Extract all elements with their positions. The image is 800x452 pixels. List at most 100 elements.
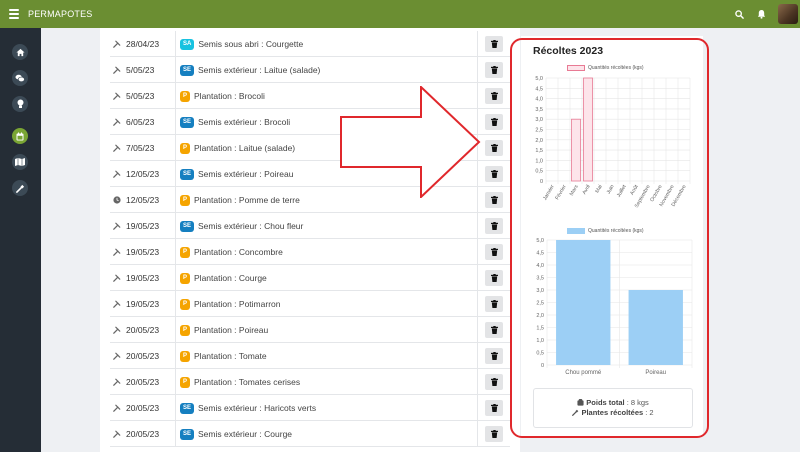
activity-date-cell: 20/05/23: [110, 395, 176, 421]
activity-date-cell: 20/05/23: [110, 317, 176, 343]
delete-button[interactable]: [485, 166, 503, 182]
activity-description-cell: SE Semis extérieur : Brocoli: [176, 109, 478, 135]
activity-type-badge: SE: [180, 116, 195, 128]
trash-icon: [490, 222, 498, 230]
activity-row[interactable]: 19/05/23 SE Semis extérieur : Chou fleur: [110, 213, 510, 239]
lightbulb-icon: [17, 99, 23, 108]
activity-row[interactable]: 6/05/23 SE Semis extérieur : Brocoli: [110, 109, 510, 135]
y-tick-label: 4,0: [536, 263, 544, 269]
trash-icon: [490, 378, 498, 386]
delete-button[interactable]: [485, 36, 503, 52]
trash-icon: [490, 196, 498, 204]
harvest-panel: [521, 36, 703, 436]
activity-actions-cell: [478, 343, 510, 369]
activity-row[interactable]: 20/05/23 SE Semis extérieur : Haricots ver…: [110, 395, 510, 421]
tool-icon: [113, 300, 121, 308]
harvest-summary: Poids total : 8 kgs Plantes récoltées : …: [533, 388, 693, 428]
y-tick-label: 1,0: [536, 338, 544, 344]
activity-actions-cell: [478, 57, 510, 83]
delete-button[interactable]: [485, 140, 503, 156]
activity-description: Plantation : Tomate: [194, 351, 267, 361]
tool-icon: [15, 184, 24, 193]
delete-button[interactable]: [485, 426, 503, 442]
delete-button[interactable]: [485, 348, 503, 364]
sidebar-item-home[interactable]: [12, 44, 28, 60]
activity-row[interactable]: 5/05/23 SE Semis extérieur : Laitue (salad…: [110, 57, 510, 83]
x-tick-label: Août: [629, 184, 640, 197]
avatar[interactable]: [778, 4, 798, 24]
delete-button[interactable]: [485, 62, 503, 78]
sidebar-item-chat[interactable]: [12, 70, 28, 86]
total-weight-value: : 8 kgs: [626, 398, 649, 407]
plant-harvest-chart: 0 0,5 1,0 1,5 2,0 2,5 3,0 3,5 4,0 4,5 5,0 Chou pomm…: [536, 238, 693, 376]
y-tick-label: 2,5: [535, 128, 543, 134]
tool-icon: [113, 92, 121, 100]
activity-type-badge: P: [180, 90, 191, 102]
x-tick-label: Janvier: [542, 184, 556, 202]
activity-actions-cell: [478, 31, 510, 57]
activity-row[interactable]: 7/05/23 P Plantation : Laitue (salade): [110, 135, 510, 161]
bar: [583, 77, 593, 182]
sidebar-item-map[interactable]: [12, 154, 28, 170]
activity-type-badge: P: [180, 194, 191, 206]
activity-type-badge: SE: [180, 428, 195, 440]
activity-row[interactable]: 20/05/23 P Plantation : Poireau: [110, 317, 510, 343]
activity-row[interactable]: 12/05/23 P Plantation : Pomme de terre: [110, 187, 510, 213]
bell-icon[interactable]: [756, 9, 766, 19]
chart2-legend[interactable]: Quantités récoltées (kgs): [567, 228, 644, 234]
delete-button[interactable]: [485, 374, 503, 390]
delete-button[interactable]: [485, 114, 503, 130]
activity-date: 5/05/23: [126, 65, 155, 75]
search-icon[interactable]: [734, 9, 744, 19]
sidebar-item-calendar[interactable]: [12, 128, 28, 144]
sidebar-item-ideas[interactable]: [12, 96, 28, 112]
monthly-harvest-chart: 0 0,5 1,0 1,5 2,0 2,5 3,0 3,5 4,0 4,5 5,0 JanvierFé…: [535, 76, 691, 209]
activity-date: 20/05/23: [126, 325, 160, 335]
delete-button[interactable]: [485, 88, 503, 104]
activity-description: Plantation : Courge: [194, 273, 267, 283]
activity-date: 5/05/23: [126, 91, 155, 101]
trash-icon: [490, 144, 498, 152]
activity-description: Plantation : Concombre: [194, 247, 283, 257]
top-navbar: PERMAPOTES: [0, 0, 800, 28]
delete-button[interactable]: [485, 400, 503, 416]
map-icon: [15, 158, 25, 166]
bar: [628, 290, 683, 365]
activity-date: 19/05/23: [126, 247, 160, 257]
delete-button[interactable]: [485, 270, 503, 286]
delete-button[interactable]: [485, 322, 503, 338]
delete-button[interactable]: [485, 244, 503, 260]
activity-row[interactable]: 19/05/23 P Plantation : Concombre: [110, 239, 510, 265]
tool-icon: [113, 144, 121, 152]
y-tick-label: 2,0: [535, 138, 543, 144]
activity-actions-cell: [478, 161, 510, 187]
activity-actions-cell: [478, 109, 510, 135]
activity-row[interactable]: 20/05/23 P Plantation : Tomates cerises: [110, 369, 510, 395]
y-tick-label: 0: [540, 179, 543, 185]
activity-row[interactable]: 28/04/23 SA Semis sous abri : Courgette: [110, 31, 510, 57]
y-tick-label: 0,5: [536, 351, 544, 357]
activity-row[interactable]: 20/05/23 P Plantation : Tomate: [110, 343, 510, 369]
delete-button[interactable]: [485, 296, 503, 312]
legend-swatch: [567, 65, 585, 71]
chart1-legend[interactable]: Quantités récoltées (kgs): [567, 65, 644, 71]
hamburger-menu-icon[interactable]: [9, 9, 19, 19]
activity-row[interactable]: 5/05/23 P Plantation : Brocoli: [110, 83, 510, 109]
delete-button[interactable]: [485, 192, 503, 208]
activity-actions-cell: [478, 213, 510, 239]
delete-button[interactable]: [485, 218, 503, 234]
y-tick-label: 2,5: [536, 301, 544, 307]
activity-row[interactable]: 19/05/23 P Plantation : Courge: [110, 265, 510, 291]
x-tick-label: Avril: [582, 184, 592, 196]
sidebar-item-tools[interactable]: [12, 180, 28, 196]
x-tick-label: Mars: [569, 184, 580, 197]
legend-swatch: [567, 228, 585, 234]
y-tick-label: 3,5: [536, 276, 544, 282]
activity-row[interactable]: 20/05/23 SE Semis extérieur : Courge: [110, 421, 510, 447]
activity-description: Plantation : Potimarron: [194, 299, 281, 309]
activity-date: 20/05/23: [126, 403, 160, 413]
activity-row[interactable]: 12/05/23 SE Semis extérieur : Poireau: [110, 161, 510, 187]
activity-type-badge: P: [180, 324, 191, 336]
activity-row[interactable]: 19/05/23 P Plantation : Potimarron: [110, 291, 510, 317]
app-title[interactable]: PERMAPOTES: [28, 9, 93, 19]
